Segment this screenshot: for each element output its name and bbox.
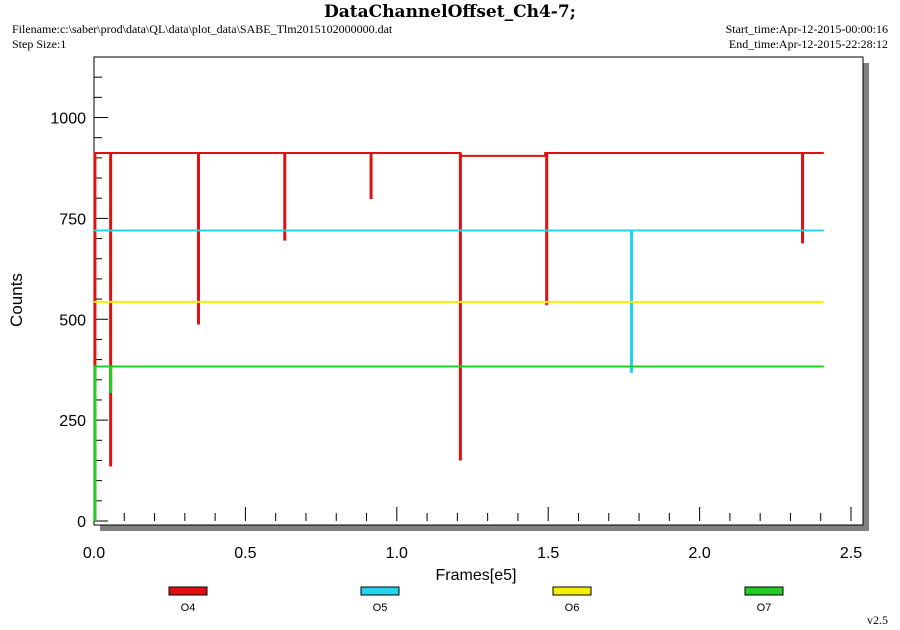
y-tick-label: 1000 [50, 111, 86, 128]
legend-label-o4: O4 [181, 602, 196, 614]
y-tick-label: 750 [59, 211, 86, 228]
y-tick-label: 0 [77, 514, 86, 531]
x-tick-label: 1.0 [386, 545, 408, 562]
legend-swatch-o6 [552, 586, 592, 596]
chart-title: DataChannelOffset_Ch4-7; [324, 2, 576, 22]
legend-label-o7: O7 [757, 602, 772, 614]
x-axis-label: Frames[e5] [436, 567, 517, 584]
legend-swatch-o4 [168, 586, 208, 596]
x-tick-label: 2.5 [840, 545, 862, 562]
legend-swatch-o7 [744, 586, 784, 596]
x-tick-label: 0.5 [234, 545, 256, 562]
legend-swatch-o5 [360, 586, 400, 596]
x-tick-label: 1.5 [537, 545, 559, 562]
x-tick-label: 2.0 [688, 545, 710, 562]
x-tick-label: 0.0 [83, 545, 105, 562]
plot-frame [93, 56, 864, 526]
y-tick-label: 500 [59, 312, 86, 329]
y-axis-label: Counts [7, 273, 26, 327]
legend-label-o6: O6 [565, 602, 580, 614]
series-o4-line [94, 152, 824, 157]
version-label: v2.5 [867, 613, 888, 627]
start-time-label: Start_time:Apr-12-2015-00:00:16 [725, 22, 888, 36]
step-size-label: Step Size:1 [12, 37, 67, 51]
filename-label: Filename:c:\saber\prod\data\QL\data\plot… [12, 22, 393, 36]
end-time-label: End_time:Apr-12-2015-22:28:12 [728, 37, 888, 51]
y-tick-label: 250 [59, 413, 86, 430]
legend-label-o5: O5 [373, 602, 388, 614]
